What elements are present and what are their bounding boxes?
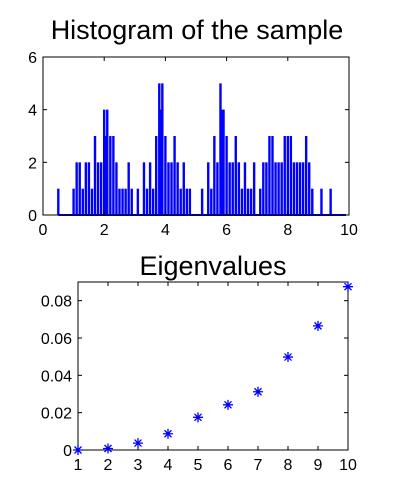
eigenvalues-x-tick-label: 6 (224, 457, 233, 474)
eigenvalues-y-tick-label: 0.06 (41, 331, 72, 348)
eigenvalues-y-tick-label: 0 (63, 443, 72, 460)
eigenvalues-x-tick-label: 9 (314, 457, 323, 474)
eigenvalues-y-tick-label: 0.08 (41, 294, 72, 311)
eigenvalues-axes-box (77, 281, 349, 451)
histogram-x-ticks: 0 2 4 6 8 10 (39, 57, 358, 239)
histogram-x-tick-label: 4 (161, 222, 170, 239)
histogram-plot-area (57, 83, 346, 216)
eigenvalues-panel: Eigenvalues 1 2 3 4 5 6 7 8 9 10 0 0.02 0.04 0.06 0.0… (41, 251, 357, 474)
eigenvalues-x-tick-label: 2 (104, 457, 113, 474)
histogram-panel: Histogram of the sample 0 2 4 6 8 10 0 2 4 6 (28, 15, 358, 239)
histogram-x-tick-label: 2 (100, 222, 109, 239)
eigenvalues-title: Eigenvalues (139, 251, 286, 281)
eigenvalue-point (223, 399, 233, 410)
eigenvalues-x-tick-label: 7 (254, 457, 263, 474)
eigenvalues-x-tick-label: 5 (194, 457, 203, 474)
histogram-x-tick-label: 6 (222, 222, 231, 239)
eigenvalue-point (253, 386, 263, 397)
eigenvalue-point (133, 438, 143, 449)
histogram-axes-box (42, 56, 350, 216)
eigenvalue-point (343, 281, 353, 292)
histogram-x-tick-label: 0 (39, 222, 48, 239)
histogram-x-tick-label: 8 (283, 222, 292, 239)
eigenvalues-plot-area (73, 281, 353, 455)
histogram-y-tick-label: 2 (28, 155, 37, 172)
eigenvalue-point (313, 320, 323, 331)
eigenvalues-x-tick-label: 10 (339, 457, 357, 474)
eigenvalues-y-tick-label: 0.02 (41, 406, 72, 423)
histogram-y-tick-label: 6 (28, 50, 37, 67)
histogram-y-ticks: 0 2 4 6 (28, 50, 349, 225)
eigenvalues-x-ticks: 1 2 3 4 5 6 7 8 9 10 (74, 282, 357, 474)
eigenvalues-x-tick-label: 1 (74, 457, 83, 474)
eigenvalue-point (283, 352, 293, 363)
histogram-y-tick-label: 4 (28, 103, 37, 120)
eigenvalue-point (103, 443, 113, 454)
histogram-y-tick-label: 0 (28, 208, 37, 225)
histogram-title: Histogram of the sample (51, 15, 344, 45)
eigenvalue-point (193, 412, 203, 423)
eigenvalues-x-tick-label: 4 (164, 457, 173, 474)
eigenvalues-x-tick-label: 3 (134, 457, 143, 474)
histogram-x-tick-label: 10 (340, 222, 358, 239)
eigenvalues-x-tick-label: 8 (284, 457, 293, 474)
eigenvalues-y-ticks: 0 0.02 0.04 0.06 0.08 (41, 294, 348, 460)
eigenvalue-point (163, 428, 173, 439)
eigenvalues-y-tick-label: 0.04 (41, 368, 72, 385)
eigenvalue-point (73, 445, 83, 455)
